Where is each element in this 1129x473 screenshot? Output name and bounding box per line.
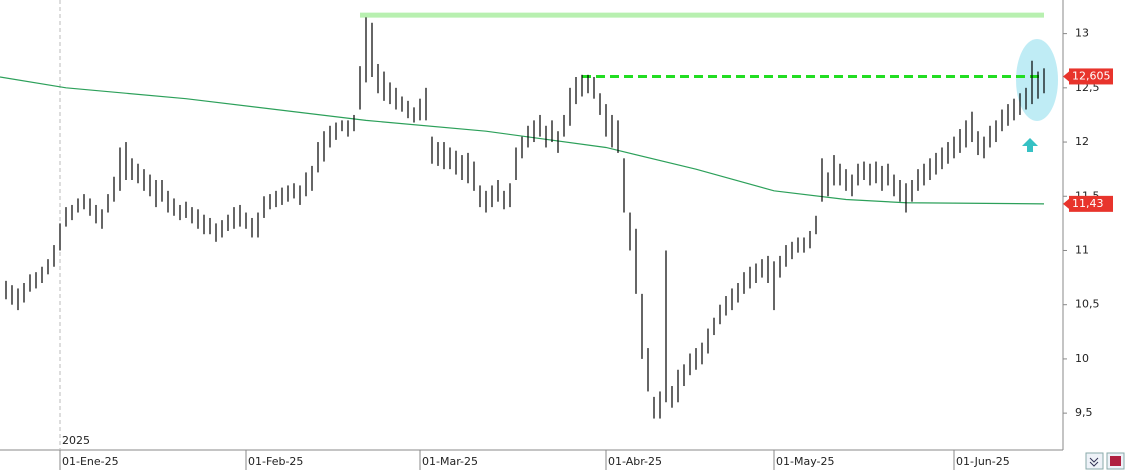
x-tick-label: 01-Jun-25 — [956, 455, 1010, 468]
price-label: 11,43 — [1072, 197, 1104, 210]
year-label: 2025 — [62, 434, 90, 447]
moving-average — [0, 76, 1045, 205]
y-tick-label: 10 — [1075, 352, 1089, 365]
price-label-box — [1069, 195, 1113, 212]
x-tick-label: 01-Feb-25 — [248, 455, 303, 468]
y-tick-label: 10,5 — [1075, 298, 1100, 311]
bottom-buttons[interactable] — [1085, 452, 1125, 470]
x-tick-label: 01-May-25 — [776, 455, 834, 468]
save-icon — [1110, 456, 1121, 466]
x-tick-label: 01-Ene-25 — [62, 455, 119, 468]
price-label-box — [1069, 68, 1113, 85]
price-label-pointer — [1063, 71, 1069, 82]
x-tick-label: 01-Abr-25 — [608, 455, 662, 468]
y-tick-label: 9,5 — [1075, 406, 1093, 419]
zoom-icon — [1089, 457, 1099, 467]
price-label: 12,605 — [1072, 69, 1111, 82]
x-tick-label: 01-Mar-25 — [422, 455, 478, 468]
highlight-ellipse — [1016, 39, 1058, 121]
y-tick-label: 12 — [1075, 135, 1089, 148]
up-arrow — [1022, 138, 1038, 152]
y-tick-label: 11 — [1075, 243, 1089, 256]
price-label-pointer — [1063, 198, 1069, 209]
y-tick-label: 13 — [1075, 27, 1089, 40]
